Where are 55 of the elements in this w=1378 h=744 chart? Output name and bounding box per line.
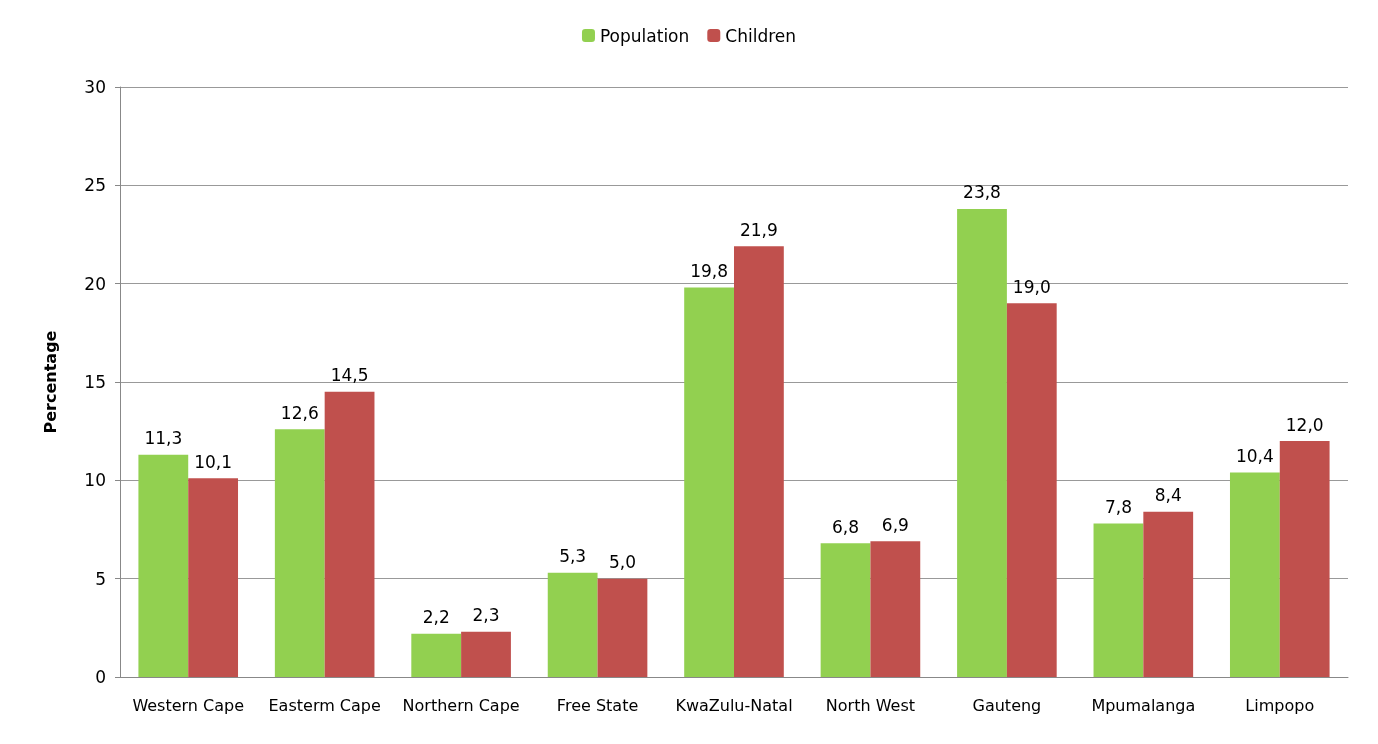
x-tick-label: Mpumalanga: [1091, 695, 1196, 715]
bar: [870, 541, 921, 677]
x-tick-label: KwaZulu-Natal: [675, 695, 793, 715]
data-label: 19,0: [1012, 276, 1051, 297]
x-tick-label: North West: [825, 695, 916, 715]
y-tick-label: 5: [95, 568, 106, 589]
bar: [1143, 511, 1194, 677]
data-label: 12,0: [1285, 414, 1324, 435]
y-tick-label: 10: [84, 470, 106, 491]
legend-label: Population: [599, 25, 690, 46]
bar: [324, 391, 375, 677]
data-label: 12,6: [280, 402, 319, 423]
bar: [188, 478, 239, 677]
y-tick-label: 25: [84, 175, 106, 196]
bar: [138, 454, 189, 677]
data-label: 6,8: [832, 516, 860, 537]
bar: [547, 572, 598, 677]
data-label: 21,9: [739, 219, 778, 240]
bar: [274, 429, 325, 677]
x-tick-label: Gauteng: [972, 695, 1042, 715]
data-label: 5,3: [559, 546, 587, 567]
data-label: 23,8: [963, 182, 1001, 203]
x-tick-label: Easterm Cape: [268, 695, 381, 715]
x-tick-label: Northern Cape: [402, 695, 520, 715]
x-tick-label: Free State: [556, 695, 639, 715]
data-label: 6,9: [881, 514, 909, 535]
y-tick-label: 20: [84, 273, 106, 294]
bar: [597, 578, 648, 677]
data-label: 8,4: [1154, 485, 1182, 506]
bar: [1006, 303, 1057, 677]
x-tick-label: Limpopo: [1245, 695, 1315, 715]
legend-label: Children: [725, 25, 797, 46]
bar: [820, 543, 871, 677]
y-axis-title: Percentage: [40, 330, 60, 434]
data-label: 10,4: [1235, 445, 1274, 466]
bar: [684, 287, 734, 677]
data-label: 5,0: [608, 552, 636, 573]
bar: [1279, 441, 1330, 677]
data-label: 2,2: [422, 607, 450, 628]
data-label: 19,8: [690, 261, 729, 282]
bar: [411, 633, 462, 677]
bar: [1093, 523, 1144, 677]
y-tick-label: 30: [84, 77, 106, 97]
bar: [957, 208, 1007, 677]
data-label: 14,5: [330, 365, 369, 386]
x-tick-label: Western Cape: [132, 695, 245, 715]
bar: [734, 246, 784, 677]
data-label: 7,8: [1104, 497, 1132, 518]
data-label: 2,3: [472, 605, 500, 626]
bar: [1229, 472, 1280, 677]
y-tick-label: 15: [84, 372, 106, 392]
bar: [461, 631, 511, 677]
y-tick-label: 0: [95, 667, 106, 687]
data-label: 11,3: [144, 428, 183, 449]
data-label: 10,1: [194, 451, 233, 472]
